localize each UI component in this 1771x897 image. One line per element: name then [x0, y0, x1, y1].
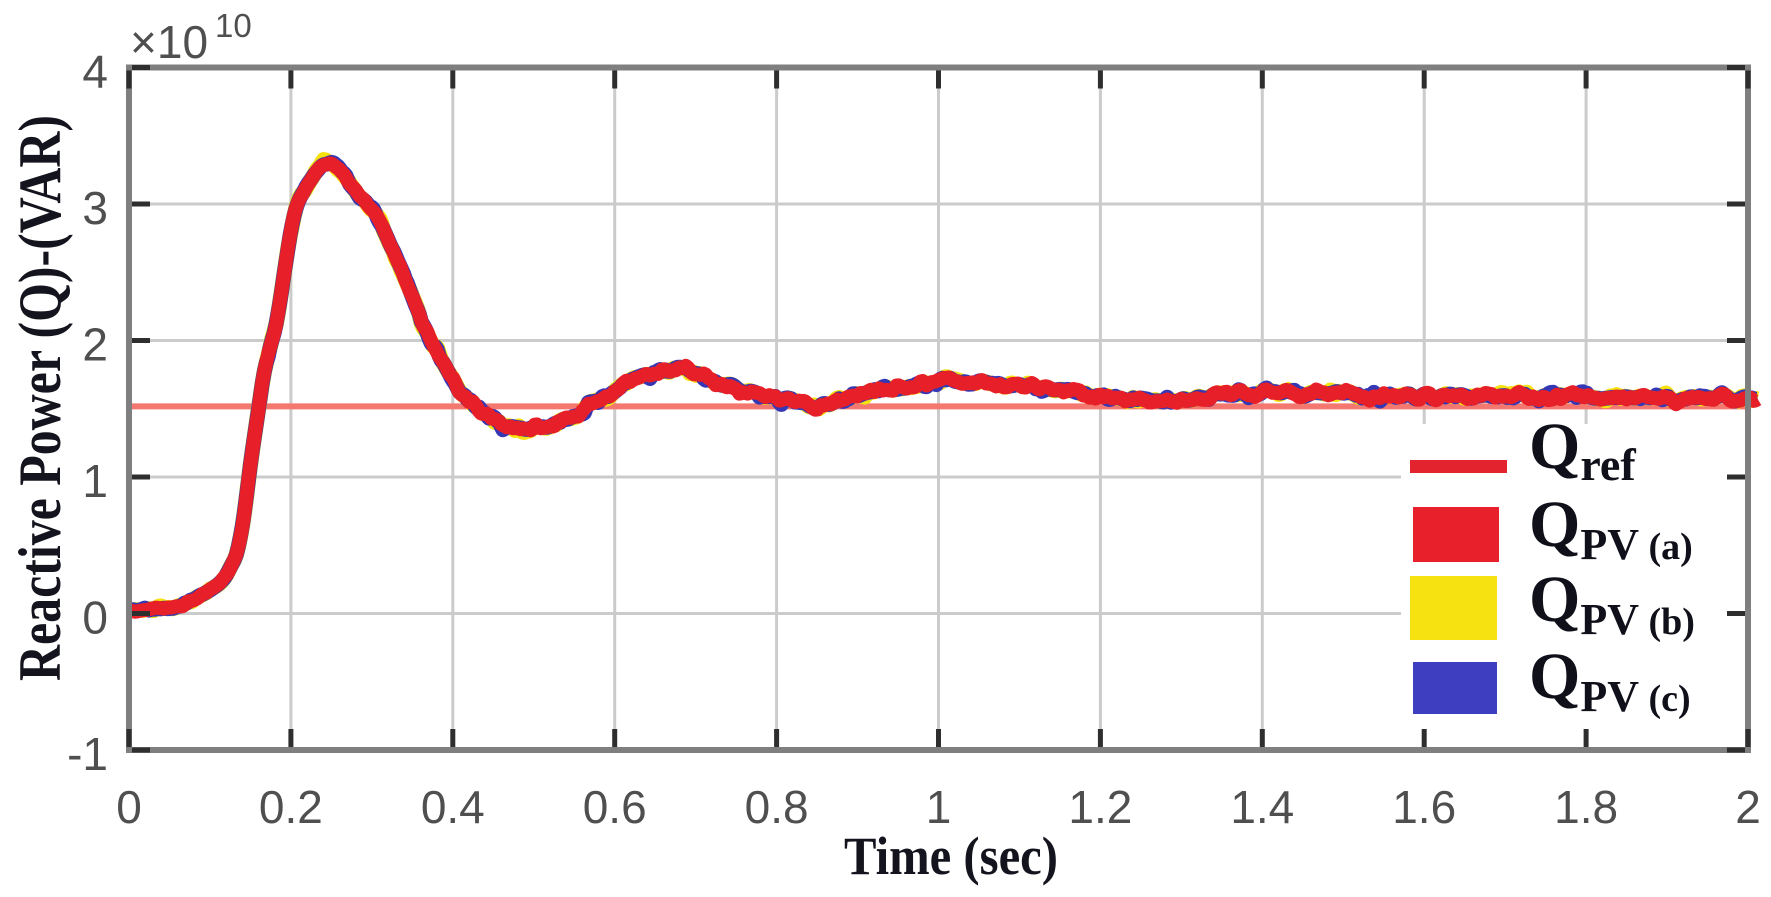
svg-text:0.2: 0.2: [259, 781, 323, 833]
svg-text:-1: -1: [67, 728, 108, 780]
svg-text:0.4: 0.4: [421, 781, 485, 833]
svg-text:1: 1: [82, 455, 108, 507]
svg-text:1: 1: [926, 781, 952, 833]
svg-text:1.4: 1.4: [1230, 781, 1294, 833]
svg-text:4: 4: [82, 46, 108, 98]
svg-text:0: 0: [116, 781, 142, 833]
svg-text:Reactive Power (Q)-(VAR): Reactive Power (Q)-(VAR): [7, 115, 73, 681]
svg-text:0.8: 0.8: [745, 781, 809, 833]
svg-text:0.6: 0.6: [583, 781, 647, 833]
svg-text:3: 3: [82, 182, 108, 234]
svg-text:2: 2: [82, 319, 108, 371]
svg-text:Time (sec): Time (sec): [844, 826, 1058, 886]
svg-text:×10: ×10: [130, 16, 208, 68]
svg-text:1.2: 1.2: [1068, 781, 1132, 833]
svg-text:0: 0: [82, 592, 108, 644]
svg-text:1.6: 1.6: [1392, 781, 1456, 833]
svg-text:2: 2: [1735, 781, 1761, 833]
svg-text:1.8: 1.8: [1554, 781, 1618, 833]
svg-text:10: 10: [215, 7, 252, 44]
